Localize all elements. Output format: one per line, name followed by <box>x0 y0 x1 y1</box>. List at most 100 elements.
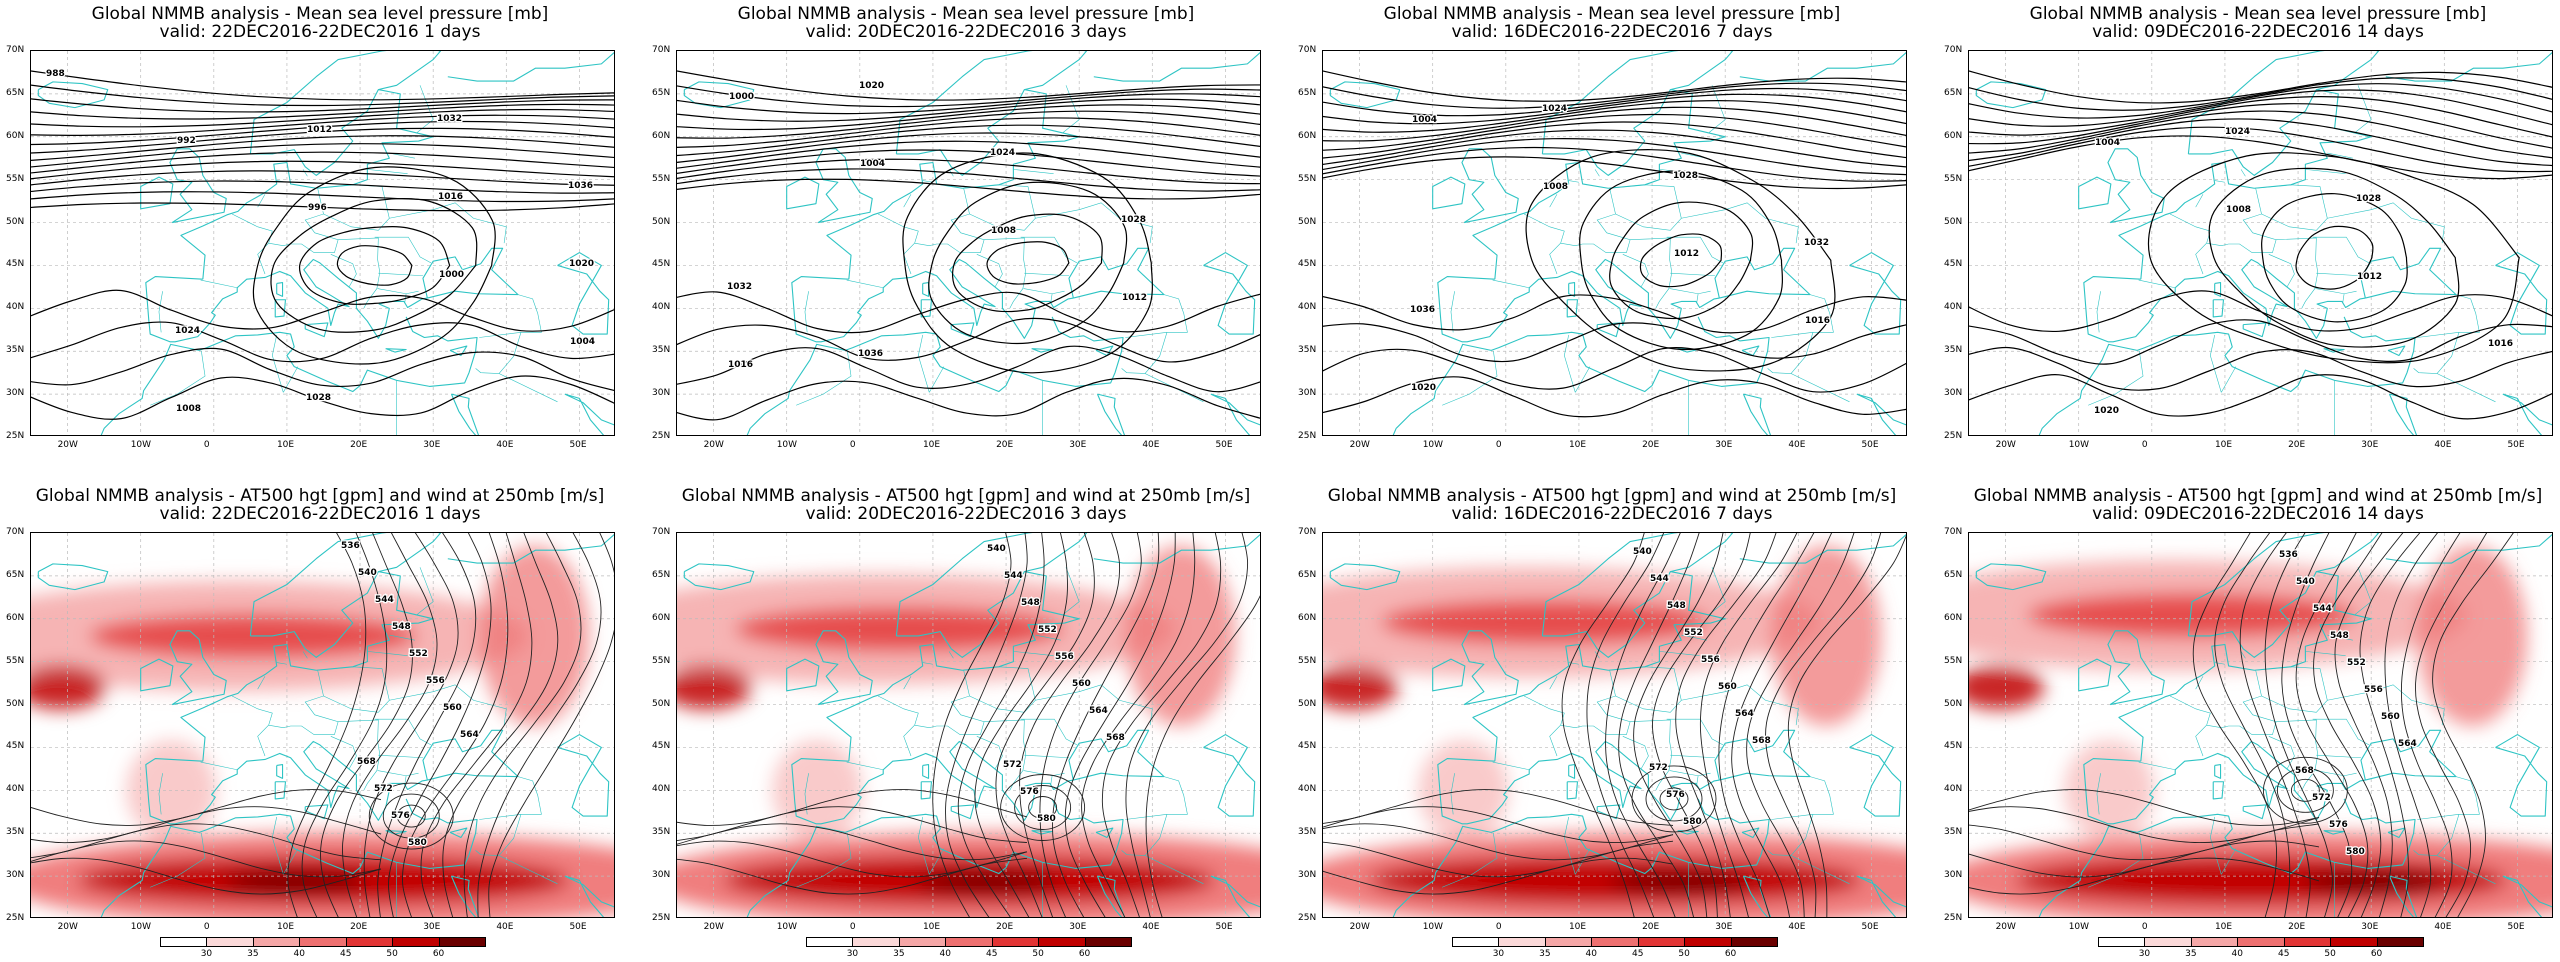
panel-valid-date: valid: 16DEC2016-22DEC2016 7 days <box>1451 22 1773 42</box>
lat-tick-label: 65N <box>1944 569 1963 580</box>
isobar-label: 1008 <box>176 404 201 414</box>
isobar-label: 1012 <box>1122 293 1147 303</box>
lon-tick-label: 50E <box>1861 922 1879 932</box>
lon-tick-label: 0 <box>849 440 856 450</box>
colorbar-swatch <box>252 937 301 947</box>
isobar-label: 1016 <box>2488 339 2513 349</box>
height-label: 544 <box>2313 604 2332 614</box>
lon-tick-label: 20E <box>2288 440 2306 450</box>
map-panel-z500-3: Global NMMB analysis - AT500 hgt [gpm] a… <box>1292 482 1932 962</box>
lat-tick-label: 45N <box>6 741 25 752</box>
lon-tick-label: 20W <box>703 922 724 932</box>
map-panel-z500-2: Global NMMB analysis - AT500 hgt [gpm] a… <box>646 482 1286 962</box>
lat-tick-label: 30N <box>652 388 671 399</box>
lon-tick-label: 30E <box>423 922 441 932</box>
height-label: 548 <box>2330 631 2349 641</box>
lat-tick-label: 65N <box>1298 569 1317 580</box>
lon-tick-label: 50E <box>1215 922 1233 932</box>
lon-tick-label: 30E <box>2361 922 2379 932</box>
colorbar-swatch <box>1452 937 1500 947</box>
isobar-label: 992 <box>177 136 196 146</box>
lon-tick-label: 10W <box>130 922 152 932</box>
lon-tick-label: 20W <box>703 440 724 450</box>
colorbar-swatch <box>1684 937 1732 947</box>
isobar-label: 1012 <box>2357 272 2382 282</box>
colorbar-swatch <box>1591 937 1639 947</box>
lat-tick-label: 65N <box>1298 87 1317 98</box>
lon-tick-label: 10W <box>2068 440 2090 450</box>
lat-tick-label: 40N <box>652 302 671 313</box>
lat-tick-label: 35N <box>1944 345 1963 356</box>
height-label: 576 <box>1020 787 1039 797</box>
panel-valid-date: valid: 09DEC2016-22DEC2016 14 days <box>2092 504 2424 524</box>
isobar-label: 1024 <box>175 326 200 336</box>
lat-tick-label: 50N <box>6 698 25 709</box>
lat-tick-label: 25N <box>1944 431 1963 441</box>
lat-tick-label: 55N <box>1298 655 1317 666</box>
colorbar-swatch <box>1637 937 1686 947</box>
lat-tick-label: 25N <box>652 913 671 923</box>
lat-tick-label: 25N <box>6 431 25 441</box>
lon-tick-label: 40E <box>2434 922 2452 932</box>
colorbar-swatch <box>852 937 900 947</box>
height-label: 572 <box>1649 763 1668 773</box>
colorbar-label: 60 <box>1078 949 1091 959</box>
lat-tick-label: 50N <box>1944 216 1963 227</box>
lat-tick-label: 70N <box>1944 527 1963 537</box>
panel-title: Global NMMB analysis - Mean sea level pr… <box>1383 4 1841 24</box>
colorbar-swatch <box>2237 937 2285 947</box>
lon-tick-label: 50E <box>569 922 587 932</box>
isobar-label: 1020 <box>2094 406 2119 416</box>
colorbar-swatch <box>392 937 440 947</box>
height-label: 544 <box>1650 574 1669 584</box>
panel-valid-date: valid: 22DEC2016-22DEC2016 1 days <box>159 22 481 42</box>
colorbar-label: 60 <box>1724 949 1737 959</box>
lon-tick-label: 20W <box>57 922 78 932</box>
lat-tick-label: 70N <box>1298 527 1317 537</box>
lon-tick-label: 20E <box>996 440 1014 450</box>
colorbar-label: 40 <box>1585 949 1597 959</box>
lat-tick-label: 25N <box>652 431 671 441</box>
isobar-label: 1012 <box>1674 249 1699 259</box>
map-canvas: 1000 1004 1008 1012 1016 1020 1024 1028 1032 1036 <box>677 51 1260 435</box>
colorbar-label: 45 <box>1631 949 1644 959</box>
isobar-label: 1024 <box>990 148 1015 158</box>
colorbar-label: 40 <box>293 949 305 959</box>
height-label: 556 <box>426 676 445 686</box>
lon-tick-label: 10W <box>1422 922 1444 932</box>
height-label: 560 <box>2381 712 2400 722</box>
lat-tick-label: 45N <box>1944 741 1963 752</box>
map-canvas: 540 544 548 552 556 560 564 568 572 576 580 <box>1323 533 1906 917</box>
height-label: 552 <box>1684 628 1703 638</box>
height-label: 564 <box>460 730 479 740</box>
lon-tick-label: 50E <box>1215 440 1233 450</box>
lon-tick-label: 10W <box>130 440 152 450</box>
height-label: 564 <box>1089 706 1108 716</box>
map-canvas: 536 540 544 548 552 556 560 564 568 572 576 580 <box>1969 533 2552 917</box>
lat-tick-label: 30N <box>1298 870 1317 881</box>
lat-tick-label: 30N <box>1944 388 1963 399</box>
lat-tick-label: 65N <box>6 569 25 580</box>
colorbar-label: 50 <box>1032 949 1044 959</box>
lon-tick-label: 10E <box>2214 922 2233 932</box>
lat-tick-label: 45N <box>1944 259 1963 270</box>
colorbar-label: 30 <box>1492 949 1505 959</box>
lat-tick-label: 35N <box>1298 827 1317 838</box>
map-canvas: 1004 1008 1012 1016 1020 1024 1028 <box>1969 51 2552 435</box>
height-label: 548 <box>392 622 411 632</box>
height-label: 568 <box>357 757 376 767</box>
lat-tick-label: 50N <box>1298 216 1317 227</box>
height-label: 580 <box>408 838 427 848</box>
isobar-label: 1008 <box>1543 182 1568 192</box>
lon-tick-label: 20E <box>1642 440 1660 450</box>
lat-tick-label: 35N <box>6 345 25 356</box>
lon-tick-label: 20E <box>996 922 1014 932</box>
lon-tick-label: 10E <box>276 440 295 450</box>
lat-tick-label: 30N <box>6 870 25 881</box>
isobar-label: 1016 <box>728 360 753 370</box>
height-label: 576 <box>2329 820 2348 830</box>
height-label: 560 <box>1718 682 1737 692</box>
colorbar-swatch <box>1498 937 1546 947</box>
lat-tick-label: 45N <box>1298 259 1317 270</box>
lat-tick-label: 60N <box>1298 612 1317 623</box>
